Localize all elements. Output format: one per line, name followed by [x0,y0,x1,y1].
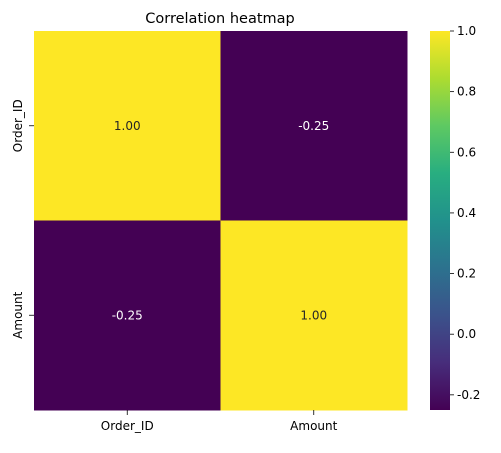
colorbar-tick-label: 0.0 [457,327,476,341]
colorbar-tick-label: -0.2 [457,388,480,402]
colorbar-tick-label: 0.6 [457,145,476,159]
heatmap-cell [34,31,221,221]
heatmap-axes: Order_ID Amount Order_ID Amount [11,99,338,433]
y-tick-label: Amount [11,291,25,338]
colorbar-tick-label: 1.0 [457,24,476,38]
colorbar-gradient [430,31,450,410]
cell-value-label: -0.25 [298,119,329,133]
x-tick-label: Amount [290,419,337,433]
heatmap-cells: 1.00 -0.25 -0.25 1.00 [34,31,408,411]
colorbar-tick-label: 0.2 [457,267,476,281]
heatmap-cell [34,220,221,411]
cell-value-label: -0.25 [112,308,143,322]
chart-title: Correlation heatmap [145,11,294,27]
x-tick-label: Order_ID [101,419,154,433]
colorbar-tick-label: 0.4 [457,206,476,220]
heatmap-cell [220,220,408,411]
heatmap-cell [220,31,408,221]
colorbar: 1.0 0.8 0.6 0.4 0.2 0.0 -0.2 [430,24,480,410]
cell-value-label: 1.00 [300,308,327,322]
colorbar-tick-label: 0.8 [457,85,476,99]
cell-value-label: 1.00 [114,119,141,133]
y-tick-label: Order_ID [11,99,25,152]
